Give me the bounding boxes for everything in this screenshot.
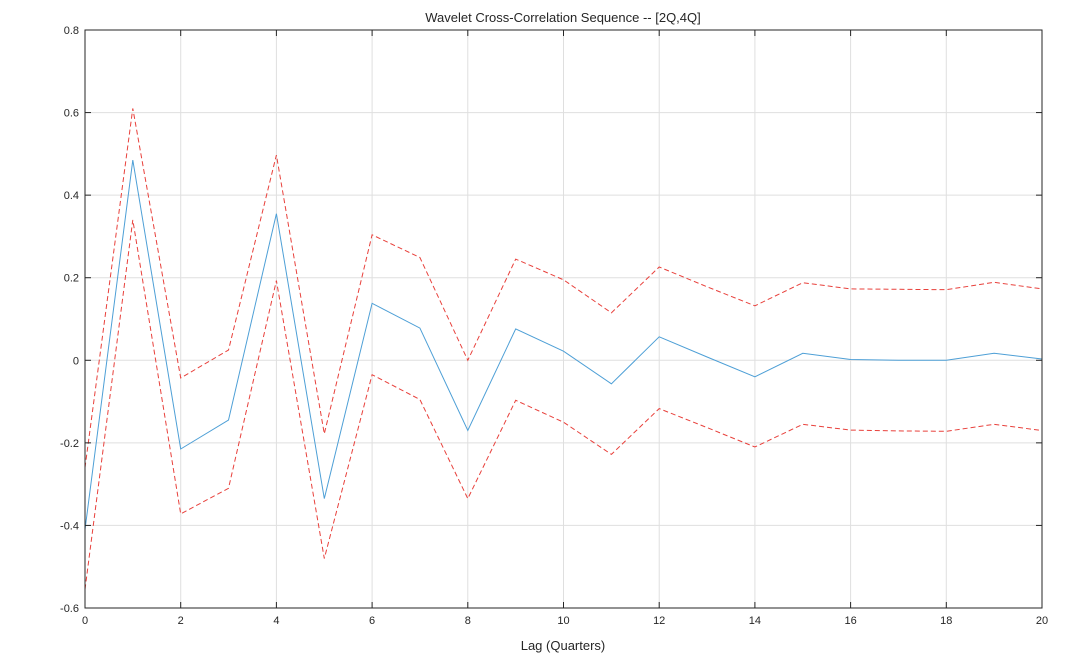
x-tick-label: 8 bbox=[465, 615, 471, 627]
x-tick-label: 18 bbox=[940, 615, 952, 627]
x-tick-label: 10 bbox=[557, 615, 569, 627]
y-tick-label: -0.2 bbox=[60, 438, 79, 450]
series-line-correlation bbox=[84, 160, 1043, 530]
x-tick-label: 16 bbox=[844, 615, 856, 627]
y-tick-label: -0.4 bbox=[60, 520, 79, 532]
y-tick-label: 0.2 bbox=[64, 273, 79, 285]
x-tick-label: 4 bbox=[273, 615, 279, 627]
y-tick-label: 0.6 bbox=[64, 108, 79, 120]
y-tick-label: -0.6 bbox=[60, 603, 79, 615]
chart-title: Wavelet Cross-Correlation Sequence -- [2… bbox=[425, 10, 701, 25]
x-tick-label: 6 bbox=[369, 615, 375, 627]
x-tick-label: 12 bbox=[653, 615, 665, 627]
x-tick-label: 0 bbox=[82, 615, 88, 627]
x-tick-label: 2 bbox=[178, 615, 184, 627]
ticks: 0 2 4 6 8 10 12 14 16 18 20 -0.6 -0.4 -0.2 0 0.2 0.4 0.6 0… bbox=[60, 25, 1048, 627]
x-axis-label: Lag (Quarters) bbox=[521, 638, 606, 653]
x-tick-label: 14 bbox=[749, 615, 761, 627]
y-tick-label: 0 bbox=[73, 355, 79, 367]
series-line-lower-bound bbox=[84, 219, 1043, 590]
series-layer bbox=[84, 108, 1043, 590]
x-tick-label: 20 bbox=[1036, 615, 1048, 627]
y-tick-label: 0.8 bbox=[64, 25, 79, 37]
y-tick-label: 0.4 bbox=[64, 190, 79, 202]
